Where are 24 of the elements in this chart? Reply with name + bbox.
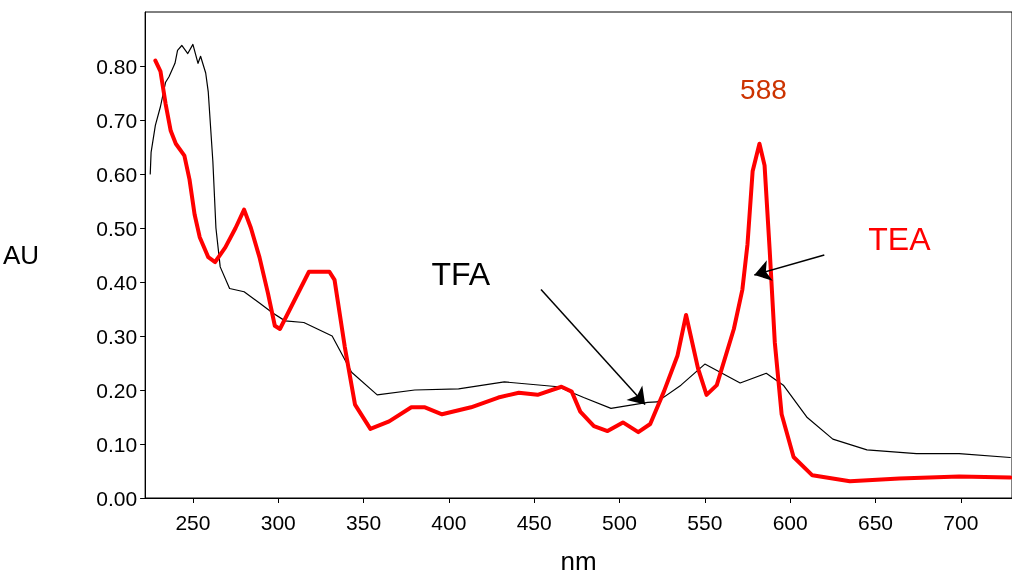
x-tick-label: 700: [943, 511, 979, 534]
x-tick-label: 450: [516, 511, 552, 534]
x-axis-title: nm: [560, 546, 597, 576]
x-tick-label: 250: [175, 511, 211, 534]
y-tick-label: 0.60: [96, 162, 138, 186]
x-tick-label: 600: [772, 511, 808, 534]
y-tick-label: 0.20: [96, 378, 138, 402]
annotation: 588: [740, 74, 787, 106]
x-tick-label: 400: [431, 511, 467, 534]
x-tick-label: 550: [687, 511, 723, 534]
y-axis-title: AU: [2, 240, 40, 270]
y-tick-label: 0.40: [96, 270, 138, 294]
text: TFA: [431, 255, 491, 292]
x-tick-label: 300: [260, 511, 296, 534]
y-tick-label: 0.10: [96, 432, 138, 456]
y-tick-label: 0.00: [96, 486, 138, 510]
x-tick-label: 650: [857, 511, 894, 534]
y-tick-label: 0.50: [96, 216, 138, 240]
y-tick-label: 0.70: [96, 108, 138, 132]
y-tick-label: 0.80: [96, 54, 138, 78]
x-tick-label: 500: [601, 511, 638, 534]
y-tick-label: 0.30: [96, 324, 138, 348]
x-tick-label: 350: [346, 511, 382, 534]
text: TEA: [868, 220, 932, 257]
